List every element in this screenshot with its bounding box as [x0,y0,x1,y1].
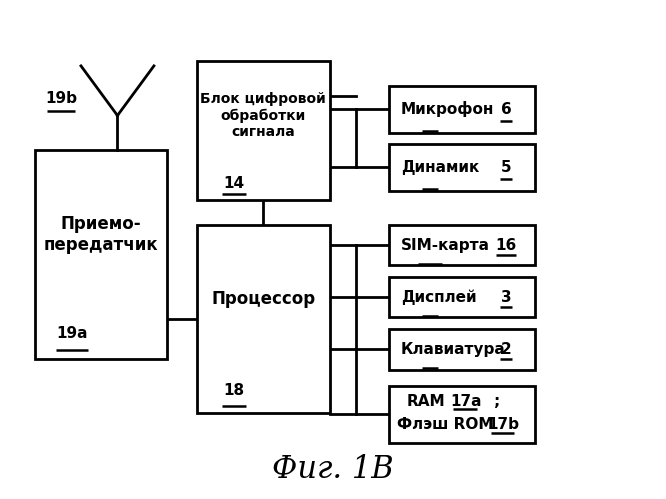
Text: 6: 6 [501,102,511,117]
Text: 18: 18 [224,383,244,398]
Text: Флэш ROM: Флэш ROM [397,417,493,432]
FancyBboxPatch shape [390,225,535,265]
Text: Динамик: Динамик [401,160,480,175]
Text: 14: 14 [224,176,244,191]
Text: 3: 3 [501,289,511,304]
Text: Процессор: Процессор [211,290,316,308]
Text: Микрофон: Микрофон [401,101,494,117]
FancyBboxPatch shape [35,150,167,359]
FancyBboxPatch shape [390,277,535,317]
Text: 17a: 17a [451,394,482,410]
Text: 5: 5 [501,160,511,175]
Text: 19b: 19b [45,91,77,106]
FancyBboxPatch shape [197,61,330,200]
Text: Клавиатура: Клавиатура [401,342,505,357]
FancyBboxPatch shape [390,86,535,133]
Text: 17b: 17b [487,417,519,432]
Text: Дисплей: Дисплей [401,289,477,305]
Text: 19a: 19a [56,326,87,341]
Text: RAM: RAM [407,394,446,410]
Text: Приемо-
передатчик: Приемо- передатчик [43,215,159,254]
Text: 16: 16 [496,238,517,252]
Text: Блок цифровой
обработки
сигнала: Блок цифровой обработки сигнала [200,92,326,139]
FancyBboxPatch shape [390,144,535,191]
Text: ;: ; [494,394,501,410]
FancyBboxPatch shape [197,225,330,413]
FancyBboxPatch shape [390,386,535,443]
Text: SIM-карта: SIM-карта [401,238,490,252]
Text: 2: 2 [501,342,511,357]
FancyBboxPatch shape [390,329,535,370]
Text: Фиг. 1B: Фиг. 1B [272,454,394,485]
